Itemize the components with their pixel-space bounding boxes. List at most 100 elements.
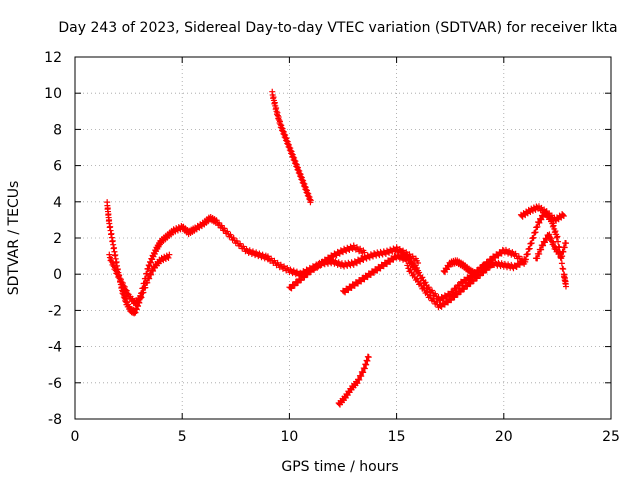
data-point (148, 271, 155, 278)
data-point (146, 275, 153, 282)
x-tick-label: 25 (602, 429, 620, 445)
data-point (118, 278, 125, 285)
x-tick-label: 15 (388, 429, 406, 445)
data-point (524, 250, 531, 257)
y-tick-labels: -8 -6 -4 -2 0 2 4 6 8 10 12 (44, 50, 62, 428)
data-point (416, 269, 423, 276)
data-series (286, 242, 368, 292)
data-point (536, 250, 543, 257)
data-point (532, 229, 539, 236)
data-point (106, 251, 113, 258)
markers (104, 88, 569, 408)
data-point (108, 255, 115, 262)
data-point (138, 294, 145, 301)
ticks (74, 56, 612, 420)
data-point (165, 254, 172, 261)
data-point (559, 265, 566, 272)
data-series (440, 257, 479, 279)
data-point (413, 275, 420, 282)
data-point (554, 233, 561, 240)
data-point (361, 249, 368, 256)
data-point (454, 291, 461, 298)
y-axis-label: SDTVAR / TECUs (6, 181, 22, 296)
data-point (406, 256, 413, 263)
data-point (549, 238, 556, 245)
data-point (419, 274, 426, 281)
data-point (298, 277, 305, 284)
data-point (410, 271, 417, 278)
data-point (415, 260, 422, 267)
data-point (112, 267, 119, 274)
x-axis-label: GPS time / hours (281, 459, 398, 475)
data-point (422, 279, 429, 286)
data-point (467, 280, 474, 287)
x-tick-labels: 0 5 10 15 20 25 (71, 429, 620, 445)
data-point (553, 234, 560, 241)
x-tick-label: 0 (71, 429, 80, 445)
data-series (264, 244, 422, 279)
data-series (335, 353, 372, 408)
data-point (457, 288, 464, 295)
y-tick-label: 2 (53, 231, 62, 247)
data-point (552, 228, 559, 235)
data-point (480, 269, 487, 276)
data-point (538, 246, 545, 253)
y-tick-label: -4 (48, 340, 62, 356)
data-series (106, 251, 173, 307)
y-tick-label: 0 (53, 267, 62, 283)
data-point (417, 279, 424, 286)
data-point (307, 197, 314, 204)
data-point (122, 286, 129, 293)
data-point (461, 286, 468, 293)
data-point (358, 373, 365, 380)
data-point (356, 376, 363, 383)
data-point (562, 240, 569, 247)
data-point (117, 276, 124, 283)
data-point (451, 294, 458, 301)
data-point (150, 267, 157, 274)
data-point (142, 284, 149, 291)
y-tick-label: 6 (53, 159, 62, 175)
data-point (166, 251, 173, 258)
data-point (526, 245, 533, 252)
data-point (123, 287, 130, 294)
y-tick-label: 10 (44, 86, 62, 102)
data-series (269, 88, 314, 206)
data-point (365, 354, 372, 361)
data-point (412, 264, 419, 271)
data-point (294, 279, 301, 286)
data-point (470, 278, 477, 285)
x-tick-label: 20 (495, 429, 513, 445)
data-point (106, 254, 113, 261)
data-point (555, 238, 562, 245)
data-point (541, 239, 548, 246)
data-point (423, 288, 430, 295)
data-point (301, 274, 308, 281)
data-point (404, 262, 411, 269)
data-point (536, 219, 543, 226)
data-point (119, 280, 126, 287)
data-point (558, 260, 565, 267)
data-point (304, 271, 311, 278)
data-point (534, 255, 541, 262)
data-point (116, 275, 123, 282)
chart-title: Day 243 of 2023, Sidereal Day-to-day VTE… (58, 20, 617, 36)
data-point (409, 260, 416, 267)
data-series (532, 231, 569, 262)
data-point (474, 275, 480, 282)
data-point (548, 235, 555, 242)
data-point (550, 240, 557, 247)
data-point (108, 258, 115, 265)
data-point (112, 264, 119, 271)
y-tick-label: 8 (53, 122, 62, 138)
data-point (472, 272, 479, 279)
data-point (360, 369, 367, 376)
y-tick-label: 4 (53, 195, 62, 211)
y-tick-label: -8 (48, 412, 62, 428)
data-point (137, 293, 144, 300)
data-point (448, 297, 455, 304)
data-point (354, 380, 361, 387)
data-series (517, 203, 567, 224)
data-point (560, 212, 567, 219)
